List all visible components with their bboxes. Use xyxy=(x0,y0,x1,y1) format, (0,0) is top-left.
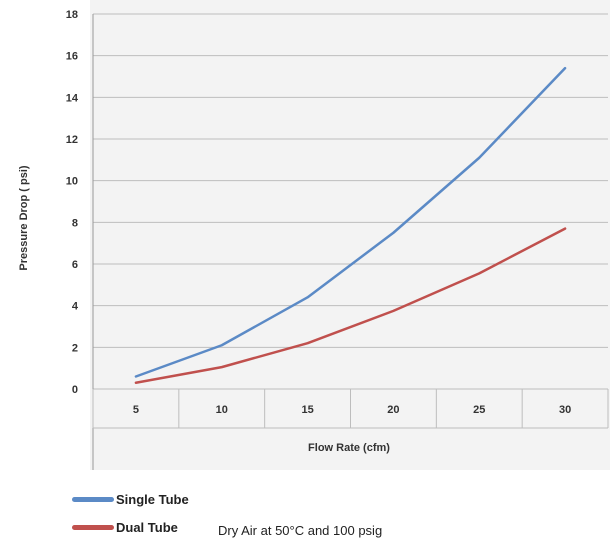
y-tick-label: 6 xyxy=(72,259,78,271)
y-tick-label: 16 xyxy=(66,51,78,63)
y-tick-label: 18 xyxy=(66,9,78,21)
legend-item-dual-tube: Dual Tube xyxy=(72,520,178,535)
y-tick-label: 0 xyxy=(72,384,78,396)
dual-tube-swatch xyxy=(72,525,114,530)
y-tick-label: 12 xyxy=(66,134,78,146)
y-axis-ticks: 0 2 4 6 8 10 12 14 16 18 xyxy=(66,9,79,396)
y-tick-label: 2 xyxy=(72,342,78,354)
x-tick-label: 30 xyxy=(559,404,571,416)
x-tick-label: 10 xyxy=(216,404,228,416)
series-line-single-tube xyxy=(134,66,567,378)
y-tick-label: 14 xyxy=(66,92,79,104)
series-line-dual-tube xyxy=(134,227,567,384)
legend-label-dual-tube: Dual Tube xyxy=(116,520,178,535)
test-conditions-note: Dry Air at 50°C and 100 psig xyxy=(218,523,383,538)
y-tick-label: 4 xyxy=(72,301,79,313)
y-tick-label: 10 xyxy=(66,176,78,188)
x-tick-label: 5 xyxy=(133,404,139,416)
legend-item-single-tube: Single Tube xyxy=(72,492,189,507)
series-lines xyxy=(134,66,567,384)
x-tick-label: 20 xyxy=(387,404,399,416)
x-tick-label: 15 xyxy=(301,404,313,416)
x-axis-categories: 5 10 15 20 25 30 xyxy=(92,389,609,429)
x-axis-label: Flow Rate (cfm) xyxy=(308,442,390,454)
single-tube-swatch xyxy=(72,497,114,502)
x-tick-label: 25 xyxy=(473,404,485,416)
y-tick-label: 8 xyxy=(72,217,78,229)
legend-label-single-tube: Single Tube xyxy=(116,492,189,507)
y-axis-label: Pressure Drop ( psi) xyxy=(18,165,30,270)
